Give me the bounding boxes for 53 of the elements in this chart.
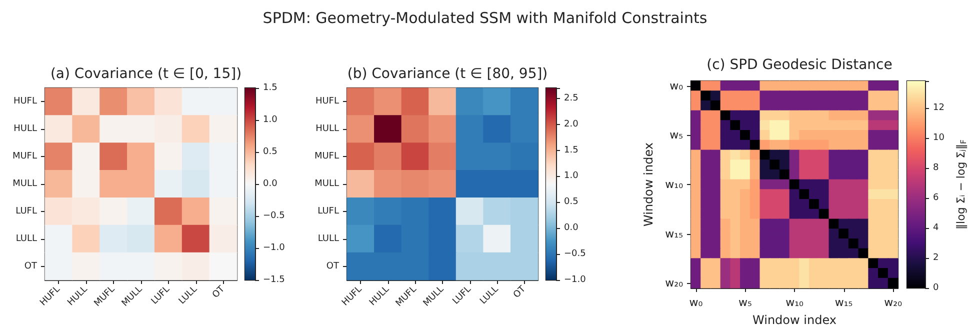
color-bar-label: 1.5 [564,145,578,156]
color-bar-label: −0.5 [564,249,586,260]
x-axis-title: Window index [752,313,836,327]
color-bar-label: 0.0 [564,223,579,234]
y-axis-title: Window index [641,142,656,226]
y-tick-label: HUFL [13,96,37,107]
color-bar-label: −1.5 [263,275,285,285]
y-tick-label: MUFL [314,152,339,162]
color-bar-label: 0 [933,283,939,293]
text: SPDM: Geometry-Modulated SSM with Manifold Constraints [262,8,708,29]
y-tick-label: HULL [14,124,37,134]
x-tick-label: OT [512,284,528,300]
color-bar-label: 12 [933,103,944,113]
y-tick-label: LULL [16,234,37,244]
y-tick-label: HULL [316,124,339,134]
x-tick-label: OT [210,284,228,300]
y-tick-label: MULL [12,179,37,189]
color-bar-label: 0.5 [564,197,578,208]
color-bar-label: 0.0 [263,179,278,189]
y-tick-label: LUFL [16,206,37,216]
chart-title: (b) Covariance (t ∈ [80, 95]) [347,66,548,82]
x-tick-label: w₂₀ [884,296,903,309]
chart-title: (c) SPD Geodesic Distance [706,57,892,73]
x-tick-label: w₅ [738,296,752,309]
color-bar-label: 1.0 [564,171,579,182]
y-tick-label: MUFL [12,152,37,162]
chart-title: (a) Covariance (t ∈ [0, 15]) [50,66,242,82]
color-bar-label: −1.0 [263,243,286,253]
color-bar-label: 1.5 [263,83,278,93]
y-tick-label: w₅ [670,128,683,142]
y-tick-label: OT [326,261,340,272]
color-bar-label: 2 [933,253,939,263]
y-tick-label: w₁₅ [665,227,683,240]
color-bar-label: −0.5 [263,211,285,221]
y-tick-label: LULL [318,234,339,244]
color-bar-label: 1.0 [263,115,278,125]
color-bar-label: 8 [933,163,939,173]
y-tick-label: HUFL [315,96,339,107]
x-tick-label: w₀ [689,296,704,309]
color-bar-label: 0.5 [263,147,278,157]
y-tick-label: LUFL [318,206,339,216]
color-bar-label: 2.5 [564,93,578,104]
color-bar-label: 6 [933,193,939,203]
x-tick-label: w₁₅ [834,296,853,309]
y-tick-label: w₀ [670,79,684,92]
color-bar-label: 2.0 [564,119,579,130]
y-tick-label: OT [24,261,38,272]
x-tick-label: w₁₀ [786,296,804,309]
color-bar-label: 10 [933,133,945,143]
color-bar-label: −1.0 [564,275,586,285]
y-tick-label: MULL [314,179,339,189]
y-tick-label: w₁₀ [665,178,684,191]
color-bar-label: 4 [933,223,939,233]
